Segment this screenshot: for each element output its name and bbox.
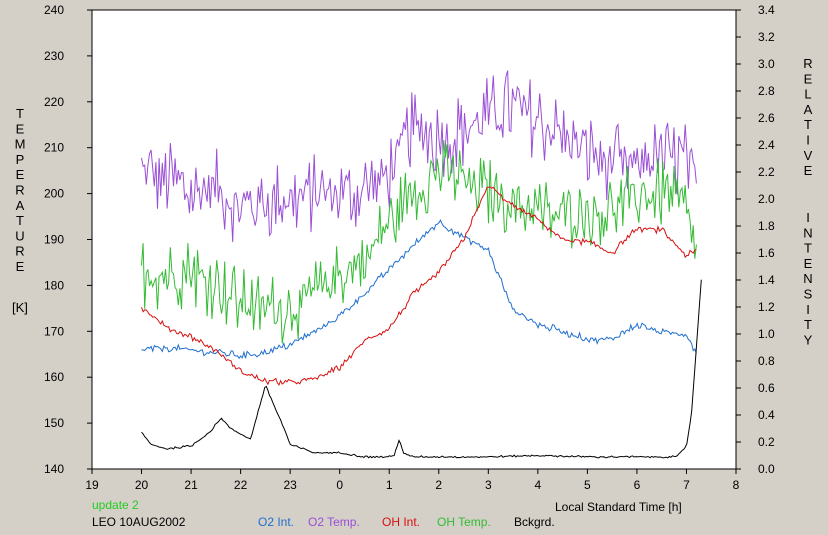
left-axis-letter: M	[15, 137, 26, 152]
right-axis-letter: S	[804, 287, 813, 302]
left-tick-label: 190	[44, 233, 64, 247]
left-axis-letter: A	[16, 198, 25, 213]
right-axis-letter: I	[806, 302, 810, 317]
station-annotation: LEO 10AUG2002	[92, 515, 186, 529]
right-axis-letter: R	[803, 56, 812, 71]
right-tick-label: 2.2	[758, 165, 775, 179]
right-axis-letter: A	[804, 102, 813, 117]
right-tick-label: 1.8	[758, 219, 775, 233]
x-tick-label: 22	[234, 478, 248, 492]
legend: O2 Int. O2 Temp. OH Int. OH Temp. Bckgrd.	[258, 515, 555, 529]
right-axis-letter: I	[806, 133, 810, 148]
series-line-o2-int	[141, 219, 697, 360]
legend-entry: O2 Temp.	[308, 515, 360, 529]
left-tick-label: 150	[44, 416, 64, 430]
left-axis: 140 150 160 170 180 190 200 210 220 230 240	[44, 3, 92, 476]
right-tick-label: 1.2	[758, 300, 775, 314]
x-tick-label: 23	[283, 478, 297, 492]
right-tick-label: 0.0	[758, 462, 775, 476]
x-tick-label: 19	[85, 478, 99, 492]
right-tick-label: 2.8	[758, 84, 775, 98]
right-axis-letter: E	[804, 71, 813, 86]
right-tick-label: 2.0	[758, 192, 775, 206]
right-tick-label: 0.2	[758, 435, 775, 449]
left-tick-label: 230	[44, 49, 64, 63]
x-tick-label: 4	[535, 478, 542, 492]
right-axis-letter: L	[804, 87, 811, 102]
update-annotation: update 2	[92, 498, 139, 512]
left-axis-letter: P	[16, 152, 25, 167]
left-tick-label: 170	[44, 324, 64, 338]
x-tick-label: 5	[584, 478, 591, 492]
left-axis-letter: T	[16, 213, 24, 228]
right-tick-label: 0.6	[758, 381, 775, 395]
series-line-oh-int	[141, 186, 697, 386]
x-tick-label: 21	[184, 478, 198, 492]
x-axis-label: Local Standard Time [h]	[555, 500, 682, 514]
left-axis-letter: E	[16, 121, 25, 136]
right-axis-letter: N	[803, 271, 812, 286]
right-axis-letter: N	[803, 225, 812, 240]
series-line-bckgrd	[141, 279, 702, 459]
left-tick-label: 140	[44, 462, 64, 476]
right-tick-label: 3.2	[758, 30, 775, 44]
right-axis-letter: V	[804, 148, 813, 163]
right-tick-label: 1.0	[758, 327, 775, 341]
plot-area	[91, 9, 737, 470]
series-layer	[141, 70, 702, 459]
x-tick-label: 1	[386, 478, 393, 492]
right-tick-label: 3.4	[758, 3, 775, 17]
right-tick-label: 0.4	[758, 408, 775, 422]
right-tick-label: 3.0	[758, 57, 775, 71]
x-tick-label: 20	[135, 478, 149, 492]
left-axis-letter: U	[15, 228, 24, 243]
left-tick-label: 200	[44, 187, 64, 201]
left-tick-label: 160	[44, 370, 64, 384]
legend-entry: OH Temp.	[437, 515, 491, 529]
series-line-o2-temp	[141, 70, 697, 243]
right-tick-label: 2.6	[758, 111, 775, 125]
x-tick-label: 7	[683, 478, 690, 492]
left-axis-letter: T	[16, 106, 24, 121]
right-tick-label: 1.6	[758, 246, 775, 260]
left-axis-unit: [K]	[12, 300, 28, 315]
right-tick-label: 0.8	[758, 354, 775, 368]
left-tick-label: 220	[44, 95, 64, 109]
x-tick-label: 8	[733, 478, 740, 492]
left-axis-letter: E	[16, 167, 25, 182]
left-tick-label: 210	[44, 141, 64, 155]
left-tick-label: 180	[44, 278, 64, 292]
left-tick-label: 240	[44, 3, 64, 17]
series-line-oh-temp	[141, 140, 697, 344]
x-axis: 19 20 21 22 23 0 1 2 3 4 5 6 7 8	[85, 469, 740, 492]
legend-entry: OH Int.	[382, 515, 420, 529]
x-tick-label: 3	[485, 478, 492, 492]
right-axis-letter: E	[804, 256, 813, 271]
right-axis-letter: I	[806, 210, 810, 225]
left-axis-letter: R	[15, 183, 24, 198]
right-axis: 0.0 0.2 0.4 0.6 0.8 1.0 1.2 1.4 1.6 1.8 2.0 2.2 2.4 2…	[736, 3, 775, 476]
right-axis-letter: E	[804, 163, 813, 178]
right-axis-letter: T	[804, 317, 812, 332]
right-axis-letter: T	[804, 117, 812, 132]
right-tick-label: 1.4	[758, 273, 775, 287]
right-tick-label: 2.4	[758, 138, 775, 152]
legend-entry: Bckgrd.	[514, 515, 555, 529]
left-axis-letter: E	[16, 259, 25, 274]
left-axis-letter: R	[15, 244, 24, 259]
x-tick-label: 2	[435, 478, 442, 492]
right-axis-letter: Y	[804, 332, 813, 347]
legend-entry: O2 Int.	[258, 515, 294, 529]
right-axis-letter: T	[804, 241, 812, 256]
x-tick-label: 0	[336, 478, 343, 492]
x-tick-label: 6	[634, 478, 641, 492]
